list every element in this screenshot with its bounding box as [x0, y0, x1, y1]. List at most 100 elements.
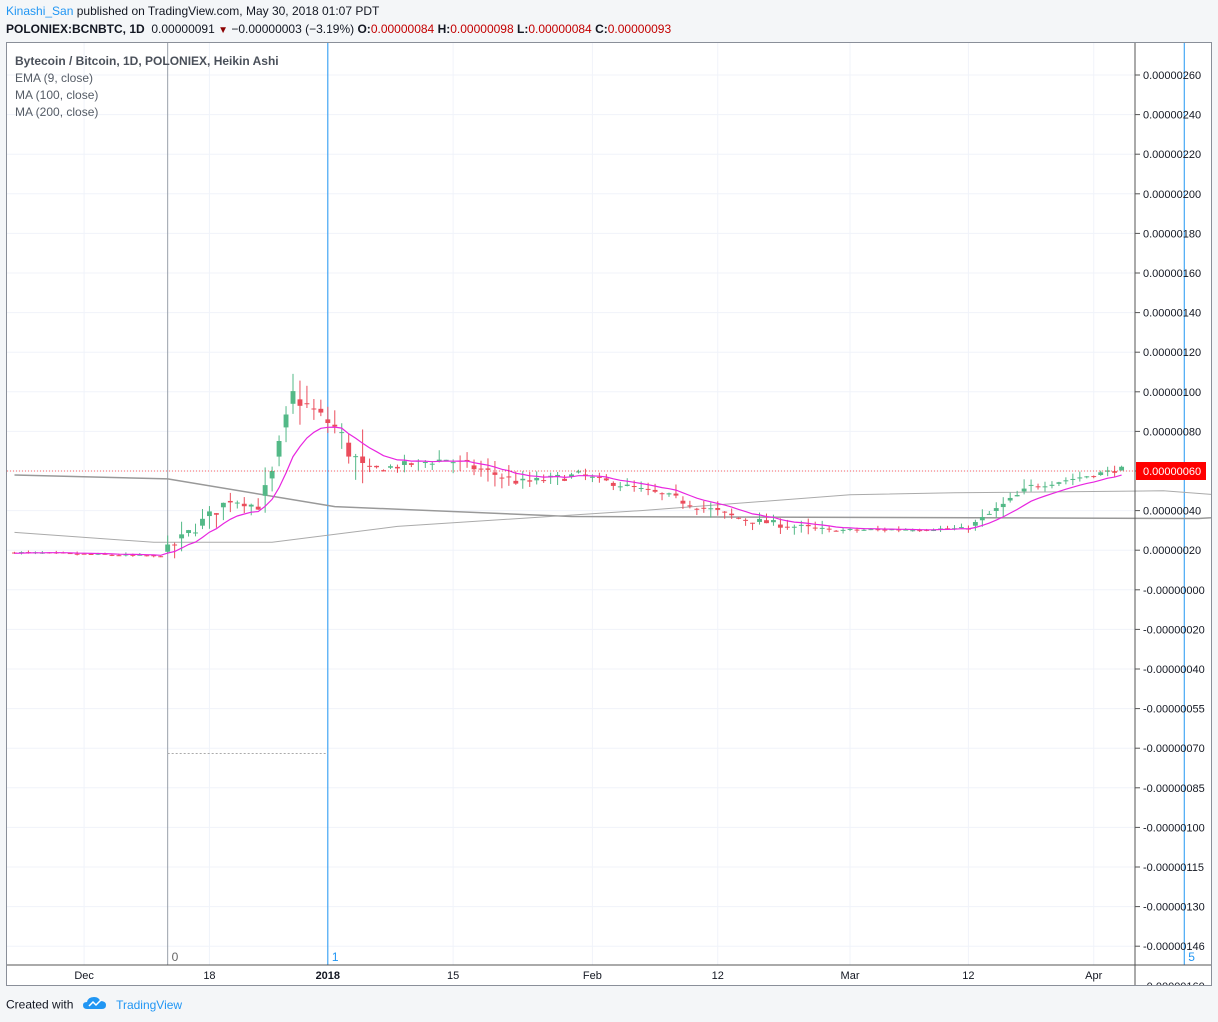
candle-body [186, 530, 191, 534]
candle-body [812, 527, 818, 529]
candle-body [555, 474, 561, 477]
candle-body [304, 403, 310, 405]
candle-body [1098, 472, 1104, 475]
candle-body [401, 461, 407, 465]
chart-legend: Bytecoin / Bitcoin, 1D, POLONIEX, Heikin… [15, 53, 279, 121]
candle-body [1042, 486, 1048, 488]
candle-body [1056, 482, 1062, 484]
y-tick-label: 0.00000120 [1143, 347, 1201, 359]
y-tick-label: -0.00000085 [1143, 783, 1205, 795]
candle-body [1112, 471, 1118, 473]
candle-body [478, 468, 484, 470]
candle-body [130, 554, 136, 556]
candle-body [1063, 480, 1069, 482]
candle-body [1077, 477, 1083, 479]
publish-info: published on TradingView.com, May 30, 20… [76, 4, 380, 18]
candle-body [492, 472, 498, 475]
candle-body [158, 556, 164, 558]
tradingview-link[interactable]: TradingView [116, 997, 183, 1012]
candle-body [771, 520, 776, 523]
ma200-line [14, 474, 1211, 520]
candle-body [353, 456, 359, 458]
candle-body [945, 528, 950, 530]
y-tick-label: 0.00000200 [1143, 189, 1201, 201]
y-tick-label: 0.00000080 [1143, 426, 1201, 438]
price-chart[interactable]: Dec18201815Feb12Mar12Apr160150.000002600… [7, 43, 1211, 985]
candle-body [12, 552, 17, 554]
chart-panel[interactable]: Dec18201815Feb12Mar12Apr160150.000002600… [6, 42, 1212, 986]
candle-body [847, 528, 853, 530]
candle-body [1070, 478, 1076, 480]
candle-body [576, 471, 581, 473]
candle-body [610, 482, 616, 486]
candle-body [262, 485, 268, 496]
candle-body [220, 502, 226, 508]
candle-body [645, 488, 651, 490]
x-tick-label: 2018 [316, 970, 340, 982]
last-price: 0.00000091 [151, 22, 215, 36]
x-tick-label: 12 [712, 970, 724, 982]
candle-body [1021, 488, 1027, 492]
candle-body [227, 500, 233, 503]
y-tick-label: 0.00000040 [1143, 506, 1201, 518]
candle-body [109, 554, 115, 556]
x-tick-label: Apr [1085, 970, 1102, 982]
candle-body [826, 528, 832, 530]
candle-body [924, 529, 930, 531]
candle-body [213, 513, 219, 515]
candle-body [986, 513, 992, 515]
y-tick-label: 0.00000260 [1143, 70, 1201, 82]
candle-body [429, 463, 435, 465]
candle-body [1119, 466, 1125, 471]
y-tick-label: -0.00000100 [1143, 822, 1205, 834]
candle-body [1049, 484, 1055, 486]
candle-body [694, 508, 700, 510]
candle-body [269, 471, 275, 479]
candle-body [534, 477, 540, 481]
candle-body [687, 505, 693, 507]
candle-body [680, 500, 686, 504]
candle-body [589, 476, 595, 478]
candle-body [311, 408, 317, 410]
y-tick-label: -0.00000070 [1143, 743, 1205, 755]
down-arrow-icon: ▼ [218, 25, 229, 36]
candle-body [297, 399, 303, 406]
candle-body [596, 476, 602, 478]
y-tick-label: 0.00000020 [1143, 545, 1201, 557]
candle-body [1000, 503, 1006, 508]
candle-body [513, 480, 519, 484]
candle-body [332, 424, 338, 427]
created-with-label: Created with [6, 997, 74, 1012]
candle-body [729, 513, 735, 516]
candle-body [450, 462, 456, 464]
candle-body [200, 518, 205, 526]
y-tick-label: -0.00000146 [1143, 941, 1205, 953]
candle-body [81, 553, 87, 555]
y-tick-label: -0.00000055 [1143, 704, 1205, 716]
candle-body [255, 506, 261, 510]
y-tick-label: -0.00000160 [1143, 981, 1205, 985]
candle-body [659, 493, 665, 495]
candle-body [207, 511, 212, 517]
candle-body [889, 529, 895, 531]
candle-body [617, 486, 623, 488]
candle-body [290, 391, 296, 404]
legend-ma100: MA (100, close) [15, 88, 99, 102]
candle-body [506, 476, 512, 478]
author-link[interactable]: Kinashi_San [6, 4, 74, 18]
legend-ema: EMA (9, close) [15, 71, 94, 85]
open-label: O: [357, 22, 371, 36]
candle-body [652, 489, 658, 492]
candle-body [722, 511, 728, 513]
candle-body [993, 508, 999, 511]
y-tick-label: -0.00000040 [1143, 664, 1205, 676]
candle-body [339, 432, 345, 434]
candle-body [631, 486, 637, 488]
candle-body [917, 530, 923, 532]
candle-body [910, 530, 916, 532]
candle-body [896, 529, 902, 531]
marker-label: 5 [1188, 950, 1195, 964]
candle-body [562, 478, 567, 481]
candle-body [840, 529, 846, 531]
candle-body [165, 544, 171, 552]
